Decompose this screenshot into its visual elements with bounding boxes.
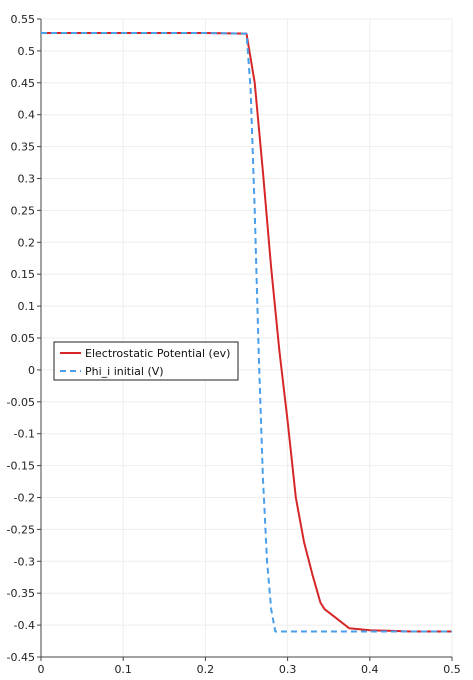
series-line-electrostatic-potential <box>41 33 452 631</box>
x-tick-label: 0.4 <box>361 663 379 676</box>
y-tick-label: 0.15 <box>11 268 36 281</box>
series-line-phi-initial <box>41 33 452 631</box>
grid-lines <box>41 19 452 657</box>
y-tick-label: -0.15 <box>7 460 35 473</box>
y-tick-label: -0.45 <box>7 651 35 664</box>
y-tick-label: -0.4 <box>14 619 35 632</box>
y-tick-label: -0.25 <box>7 523 35 536</box>
y-tick-label: 0.5 <box>18 45 36 58</box>
y-tick-label: 0.45 <box>11 77 36 90</box>
y-tick-label: 0.55 <box>11 13 36 26</box>
legend: Electrostatic Potential (ev) Phi_i initi… <box>54 342 238 380</box>
series-lines <box>41 33 452 631</box>
legend-label-electrostatic: Electrostatic Potential (ev) <box>85 347 230 360</box>
y-tick-label: -0.1 <box>14 428 35 441</box>
y-tick-label: 0.4 <box>18 109 36 122</box>
x-tick-label: 0.2 <box>197 663 215 676</box>
y-tick-label: 0.1 <box>18 300 36 313</box>
y-tick-label: -0.05 <box>7 396 35 409</box>
y-tick-label: 0.3 <box>18 173 36 186</box>
y-axis-ticks: 0.55 0.5 0.45 0.4 0.35 0.3 0.25 0.2 0.15 0.1 0.05 0… <box>7 13 41 664</box>
y-tick-label: 0.2 <box>18 236 36 249</box>
y-tick-label: 0.25 <box>11 204 36 217</box>
y-tick-label: 0 <box>28 364 35 377</box>
x-tick-label: 0.5 <box>443 663 461 676</box>
x-tick-label: 0.3 <box>279 663 297 676</box>
x-tick-label: 0 <box>38 663 45 676</box>
y-tick-label: -0.35 <box>7 587 35 600</box>
y-tick-label: -0.2 <box>14 492 35 505</box>
x-tick-label: 0.1 <box>114 663 132 676</box>
y-tick-label: 0.05 <box>11 332 36 345</box>
y-tick-label: -0.3 <box>14 555 35 568</box>
x-axis-ticks: 0 0.1 0.2 0.3 0.4 0.5 <box>38 657 461 676</box>
y-tick-label: 0.35 <box>11 141 36 154</box>
legend-label-phi-initial: Phi_i initial (V) <box>85 365 164 378</box>
